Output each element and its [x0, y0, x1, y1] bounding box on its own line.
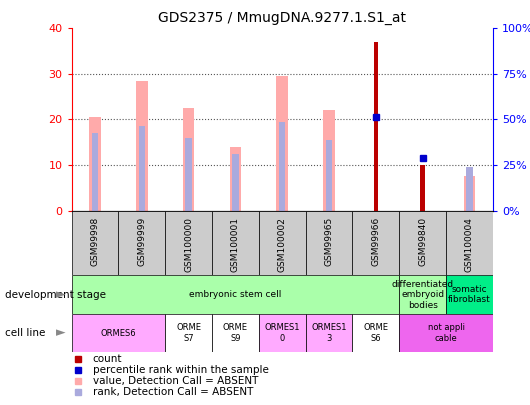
- Text: GSM99840: GSM99840: [418, 217, 427, 266]
- Text: GSM100004: GSM100004: [465, 217, 474, 272]
- Bar: [92, 133, 98, 211]
- Text: ORME
S7: ORME S7: [176, 324, 201, 343]
- Text: cell line: cell line: [5, 328, 46, 338]
- Text: embryonic stem cell: embryonic stem cell: [189, 290, 281, 299]
- Bar: [72, 211, 118, 275]
- Bar: [306, 314, 352, 352]
- Bar: [399, 211, 446, 275]
- Bar: [259, 314, 306, 352]
- Bar: [165, 211, 212, 275]
- Text: ORMES1
3: ORMES1 3: [311, 324, 347, 343]
- Bar: [276, 76, 288, 211]
- Text: count: count: [93, 354, 122, 364]
- Bar: [72, 314, 165, 352]
- Title: GDS2375 / MmugDNA.9277.1.S1_at: GDS2375 / MmugDNA.9277.1.S1_at: [158, 11, 406, 25]
- Text: GSM100001: GSM100001: [231, 217, 240, 272]
- Bar: [464, 177, 475, 211]
- Bar: [165, 314, 212, 352]
- Bar: [446, 211, 493, 275]
- Bar: [89, 117, 101, 211]
- Text: ORME
S6: ORME S6: [364, 324, 388, 343]
- Text: GSM100002: GSM100002: [278, 217, 287, 272]
- Bar: [118, 211, 165, 275]
- Bar: [186, 138, 192, 211]
- Bar: [138, 126, 145, 211]
- Bar: [352, 314, 399, 352]
- Bar: [259, 211, 306, 275]
- Bar: [399, 275, 446, 314]
- Bar: [399, 314, 493, 352]
- Text: not appli
cable: not appli cable: [428, 324, 465, 343]
- Text: ORME
S9: ORME S9: [223, 324, 248, 343]
- Text: ORMES1
0: ORMES1 0: [264, 324, 300, 343]
- Bar: [212, 314, 259, 352]
- Bar: [136, 81, 148, 211]
- Text: somatic
fibroblast: somatic fibroblast: [448, 285, 491, 304]
- Bar: [374, 42, 378, 211]
- Bar: [72, 275, 399, 314]
- Bar: [352, 211, 399, 275]
- Bar: [466, 167, 473, 211]
- Text: development stage: development stage: [5, 290, 107, 300]
- Text: differentiated
embryoid
bodies: differentiated embryoid bodies: [392, 280, 454, 309]
- Bar: [446, 275, 493, 314]
- Bar: [420, 165, 425, 211]
- Text: ORMES6: ORMES6: [101, 328, 136, 338]
- Text: value, Detection Call = ABSENT: value, Detection Call = ABSENT: [93, 376, 258, 386]
- Bar: [183, 108, 195, 211]
- Text: rank, Detection Call = ABSENT: rank, Detection Call = ABSENT: [93, 388, 253, 397]
- Bar: [229, 147, 241, 211]
- Text: percentile rank within the sample: percentile rank within the sample: [93, 365, 269, 375]
- Text: ►: ►: [56, 326, 66, 340]
- Bar: [306, 211, 352, 275]
- Bar: [232, 153, 238, 211]
- Bar: [326, 140, 332, 211]
- Text: GSM99966: GSM99966: [372, 217, 381, 266]
- Bar: [279, 122, 286, 211]
- Text: ►: ►: [56, 288, 66, 301]
- Text: GSM99998: GSM99998: [91, 217, 100, 266]
- Bar: [212, 211, 259, 275]
- Text: GSM99965: GSM99965: [324, 217, 333, 266]
- Text: GSM100000: GSM100000: [184, 217, 193, 272]
- Text: GSM99999: GSM99999: [137, 217, 146, 266]
- Bar: [323, 110, 335, 211]
